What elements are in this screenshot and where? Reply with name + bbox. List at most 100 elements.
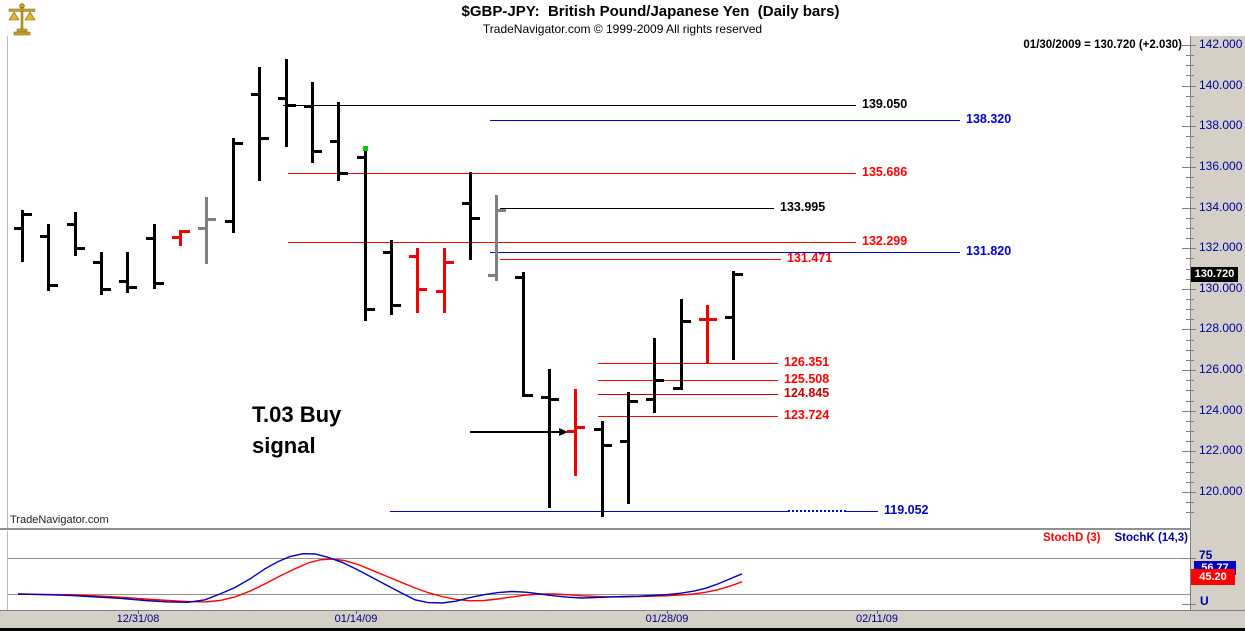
price-axis-strip[interactable] [1190,36,1245,610]
price-axis-tick [1186,299,1194,300]
price-axis-tick [1186,359,1194,361]
price-bar-open-tick [146,237,154,241]
level-label[interactable]: 135.686 [862,165,908,179]
level-line [598,380,778,381]
price-bar-open-tick [515,275,523,279]
price-bar [548,369,551,509]
price-bar-open-tick [67,222,75,226]
panel-divider[interactable] [0,528,1190,531]
price-bar [653,337,656,413]
price-bar [522,271,525,397]
price-bar-open-tick [225,219,233,223]
price-axis-tick [1186,95,1194,97]
price-axis-tick [1182,410,1196,412]
price-bar [126,252,129,293]
price-bar-close-tick [735,273,743,277]
stochd-curve [17,558,743,603]
price-bar [706,305,709,365]
price-bar-open-tick [594,428,602,432]
price-axis-label: 142.000 [1199,37,1243,51]
level-label[interactable]: 124.845 [784,386,830,400]
level-label[interactable]: 138.320 [966,112,1012,126]
price-bar-close-tick [50,283,58,287]
buy-arrow-line [470,430,560,433]
date-axis-tick [667,610,668,614]
price-bar [337,101,340,182]
price-axis-tick [1186,105,1194,107]
price-axis-tick [1186,156,1194,158]
price-axis-tick [1186,502,1194,504]
price-bar [285,59,288,147]
price-axis-label: 138.000 [1199,118,1243,133]
price-bar-close-tick [498,208,506,212]
price-bar [574,389,577,476]
level-line [288,242,856,243]
price-axis-tick [1186,258,1194,260]
price-axis-tick [1186,471,1194,473]
price-axis-tick [1182,85,1196,87]
price-bar-open-tick [278,96,286,100]
price-bar-open-tick [14,226,22,230]
price-axis-tick [1186,512,1194,514]
price-bar [74,211,77,257]
annotation-line2: signal [252,433,316,458]
stochk-curve [17,552,743,604]
price-bar-open-tick [40,235,48,238]
price-axis-label: 128.000 [1199,321,1243,336]
price-bar-open-tick [620,440,628,444]
level-line [390,511,878,512]
price-axis-tick [1186,431,1194,433]
price-bar-open-tick [673,387,681,391]
price-bar [495,195,498,281]
level-line [283,105,856,106]
price-bar-close-tick [683,320,691,324]
price-bar-open-tick [330,139,338,143]
date-axis-strip[interactable] [0,610,1245,628]
buy-signal-annotation: T.03 Buy signal [252,399,341,461]
level-line [598,363,778,364]
price-axis-tick [1186,65,1194,67]
price-bar [390,240,393,316]
price-bar [680,299,683,391]
price-bar [732,270,735,360]
level-label[interactable]: 133.995 [780,200,826,214]
level-label[interactable]: 126.351 [784,355,830,369]
price-bar [416,248,419,314]
level-label[interactable]: 123.724 [784,408,830,422]
price-axis-tick [1182,45,1196,46]
price-bar-open-tick [409,255,417,259]
date-axis-label: 02/11/09 [855,613,899,625]
price-axis-tick [1186,380,1194,382]
date-axis-label: 01/14/09 [334,613,378,625]
price-bar-open-tick [541,395,549,399]
price-axis-tick [1186,227,1194,229]
price-axis-tick [1186,278,1194,280]
price-axis-tick [1182,370,1196,372]
price-bar-open-tick [646,397,654,401]
level-label[interactable]: 125.508 [784,372,830,386]
level-label[interactable]: 131.471 [787,251,833,265]
price-axis-tick [1186,116,1194,118]
level-label[interactable]: 131.820 [966,244,1012,258]
price-bar-close-tick [261,137,269,141]
price-axis-tick [1186,319,1194,321]
level-line-dash [788,510,846,512]
price-axis-tick [1186,390,1194,392]
price-bar-open-tick [198,226,206,230]
stoch-axis-tick [1182,558,1196,559]
price-bar [100,252,103,295]
price-bar-open-tick [172,236,180,240]
price-axis-tick [1186,268,1194,270]
price-axis-label: 132.000 [1199,240,1243,255]
level-label[interactable]: 119.052 [884,503,929,517]
level-line [598,394,778,395]
price-axis-label: 134.000 [1199,199,1243,214]
level-label[interactable]: 132.299 [862,234,908,248]
stoch-legend-item[interactable]: StochK (14,3) [1114,532,1189,544]
stoch-legend-item[interactable]: StochD (3) [1043,532,1101,544]
price-bar-open-tick [462,202,470,206]
price-bar-close-tick [208,217,216,221]
chart-title: $GBP-JPY: British Pound/Japanese Yen (Da… [461,3,840,20]
level-label[interactable]: 139.050 [862,97,908,111]
